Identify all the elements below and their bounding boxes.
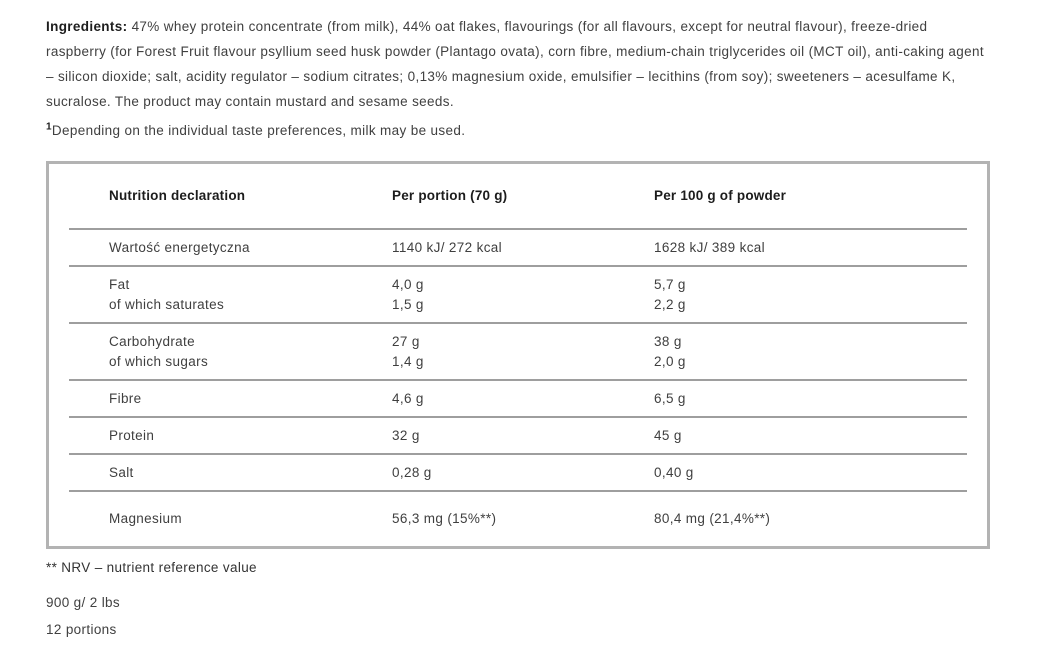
nutrient-name: Magnesium [109, 510, 182, 526]
header-per-portion: Per portion (70 g) [392, 188, 508, 203]
ingredients-paragraph: Ingredients: 47% whey protein concentrat… [46, 14, 990, 114]
nutrition-table-inner: Nutrition declaration Per portion (70 g)… [69, 164, 967, 545]
per-100g-value: 80,4 mg (21,4%**) [654, 510, 771, 526]
per-100g-value: 38 g 2,0 g [654, 333, 686, 369]
table-row-carbohydrate: Carbohydrate of which sugars 27 g 1,4 g … [69, 322, 967, 379]
table-header-row: Nutrition declaration Per portion (70 g)… [69, 164, 967, 228]
header-per-100g: Per 100 g of powder [654, 188, 787, 203]
nutrient-name: Protein [109, 427, 155, 443]
per-100g-value: 1628 kJ/ 389 kcal [654, 239, 766, 255]
per-portion-value: 27 g 1,4 g [392, 333, 424, 369]
nutrient-name: Salt [109, 464, 134, 480]
table-row-fat: Fat of which saturates 4,0 g 1,5 g 5,7 g… [69, 265, 967, 322]
table-row-salt: Salt 0,28 g 0,40 g [69, 453, 967, 490]
pack-weight: 900 g/ 2 lbs [46, 595, 121, 610]
ingredients-label: Ingredients: [46, 19, 128, 34]
per-100g-value: 45 g [654, 427, 682, 443]
per-portion-value: 4,0 g 1,5 g [392, 276, 424, 312]
nutrient-name: Wartość energetyczna [109, 239, 250, 255]
table-row-fibre: Fibre 4,6 g 6,5 g [69, 379, 967, 416]
per-portion-value: 0,28 g [392, 464, 432, 480]
nrv-note: ** NRV – nutrient reference value [46, 560, 257, 575]
label-page: Ingredients: 47% whey protein concentrat… [46, 14, 990, 637]
nutrient-name: Carbohydrate of which sugars [109, 333, 209, 369]
ingredients-text: 47% whey protein concentrate (from milk)… [46, 19, 984, 109]
footnote-marker: 1 [46, 121, 52, 133]
nutrient-name: Fibre [109, 390, 142, 406]
per-100g-value: 5,7 g 2,2 g [654, 276, 686, 312]
footnote-text: Depending on the individual taste prefer… [51, 123, 466, 138]
header-nutrition-declaration: Nutrition declaration [109, 188, 246, 203]
nutrition-table: Nutrition declaration Per portion (70 g)… [46, 161, 990, 549]
nutrient-name: Fat of which saturates [109, 276, 225, 312]
table-row-energy: Wartość energetyczna 1140 kJ/ 272 kcal 1… [69, 228, 967, 265]
per-portion-value: 1140 kJ/ 272 kcal [392, 239, 503, 255]
footnote: 1Depending on the individual taste prefe… [46, 121, 990, 138]
per-100g-value: 0,40 g [654, 464, 694, 480]
per-portion-value: 56,3 mg (15%**) [392, 510, 497, 526]
table-row-magnesium: Magnesium 56,3 mg (15%**) 80,4 mg (21,4%… [69, 490, 967, 545]
per-portion-value: 4,6 g [392, 390, 424, 406]
pack-portions: 12 portions [46, 622, 117, 637]
per-100g-value: 6,5 g [654, 390, 686, 406]
table-row-protein: Protein 32 g 45 g [69, 416, 967, 453]
per-portion-value: 32 g [392, 427, 420, 443]
